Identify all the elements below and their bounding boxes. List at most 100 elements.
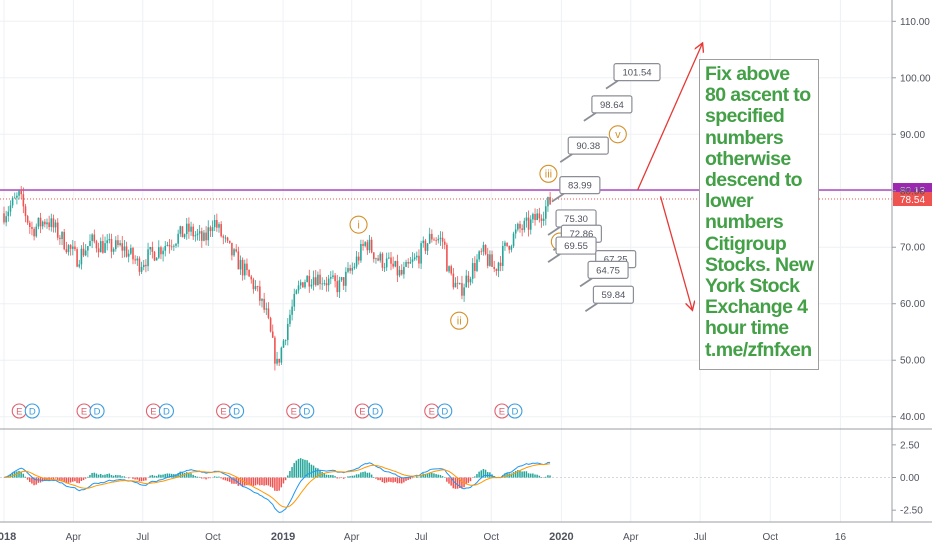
candle-body bbox=[124, 246, 126, 250]
osc-histogram-bar bbox=[285, 478, 287, 481]
candle-body bbox=[429, 234, 431, 243]
candle-body bbox=[207, 227, 209, 240]
osc-histogram-bar bbox=[164, 474, 166, 478]
candle-body bbox=[171, 246, 173, 247]
candle-body bbox=[72, 247, 74, 249]
time-tick-label: 2018 bbox=[0, 531, 16, 543]
callout-label: 69.55 bbox=[564, 241, 588, 252]
candle-body bbox=[130, 248, 132, 254]
osc-histogram-bar bbox=[139, 478, 141, 482]
candle-body bbox=[33, 229, 35, 236]
osc-histogram-bar bbox=[203, 478, 205, 479]
candle-body bbox=[119, 243, 121, 245]
osc-histogram-bar bbox=[433, 473, 435, 477]
candle-body bbox=[543, 219, 545, 221]
candle-body bbox=[68, 245, 70, 252]
candle-body bbox=[257, 286, 259, 287]
candle-body bbox=[253, 279, 255, 289]
osc-histogram-bar bbox=[201, 478, 203, 479]
osc-histogram-bar bbox=[53, 478, 55, 480]
candle-body bbox=[489, 254, 491, 265]
candle-body bbox=[332, 275, 334, 277]
osc-histogram-bar bbox=[410, 478, 412, 480]
osc-histogram-bar bbox=[347, 476, 349, 477]
price-tick-label: 50.00 bbox=[900, 356, 925, 367]
osc-histogram-bar bbox=[532, 473, 534, 477]
event-marker-label: E bbox=[81, 407, 87, 418]
candle-body bbox=[40, 218, 42, 227]
oscillator-pane bbox=[0, 458, 892, 512]
candle-body bbox=[175, 244, 177, 246]
osc-histogram-bar bbox=[470, 478, 472, 482]
candle-body bbox=[444, 242, 446, 245]
osc-histogram-bar bbox=[519, 471, 521, 478]
osc-histogram-bar bbox=[281, 478, 283, 488]
candle-body bbox=[70, 245, 72, 249]
candle-body bbox=[149, 247, 151, 249]
candle-body bbox=[362, 244, 364, 246]
event-marker-label: E bbox=[291, 407, 297, 418]
osc-histogram-bar bbox=[55, 478, 57, 479]
candle-body bbox=[145, 265, 147, 266]
candle-body bbox=[405, 262, 407, 267]
candle-body bbox=[524, 221, 526, 230]
osc-histogram-bar bbox=[210, 478, 212, 479]
candle-body bbox=[360, 244, 362, 261]
candle-body bbox=[8, 212, 10, 217]
candle-body bbox=[289, 315, 291, 324]
osc-histogram-bar bbox=[18, 471, 20, 478]
candle-body bbox=[414, 257, 416, 259]
callout-label: 98.64 bbox=[600, 100, 624, 111]
candle-body bbox=[218, 224, 220, 228]
osc-histogram-bar bbox=[214, 476, 216, 477]
price-tick-label: 90.00 bbox=[900, 130, 925, 141]
time-tick-label: Jul bbox=[415, 532, 428, 543]
osc-histogram-bar bbox=[91, 473, 93, 478]
candle-body bbox=[549, 197, 551, 204]
osc-histogram-bar bbox=[113, 476, 115, 478]
candle-body bbox=[309, 276, 311, 287]
osc-histogram-bar bbox=[121, 476, 123, 477]
osc-histogram-bar bbox=[407, 478, 409, 481]
event-marker-label: E bbox=[150, 407, 156, 418]
candle-body bbox=[156, 258, 158, 261]
osc-histogram-bar bbox=[399, 478, 401, 484]
candle-body bbox=[416, 256, 418, 258]
candle-body bbox=[313, 277, 315, 284]
candle-body bbox=[364, 242, 366, 246]
osc-histogram-bar bbox=[358, 474, 360, 477]
price-tick-label: 40.00 bbox=[900, 412, 925, 423]
candle-body bbox=[48, 222, 50, 227]
candle-body bbox=[539, 213, 541, 218]
osc-histogram-bar bbox=[367, 473, 369, 478]
candle-body bbox=[66, 249, 68, 252]
candle-body bbox=[521, 228, 523, 229]
candle-body bbox=[397, 261, 399, 275]
candle-body bbox=[87, 246, 89, 250]
candle-body bbox=[508, 246, 510, 250]
candle-body bbox=[158, 247, 160, 257]
osc-histogram-bar bbox=[35, 478, 37, 485]
candle-body bbox=[304, 282, 306, 287]
candle-body bbox=[352, 268, 354, 271]
osc-histogram-bar bbox=[534, 475, 536, 478]
osc-histogram-bar bbox=[23, 474, 25, 478]
candle-body bbox=[401, 270, 403, 274]
candle-body bbox=[386, 258, 388, 267]
candle-body bbox=[435, 240, 437, 241]
candle-body bbox=[343, 277, 345, 286]
candle-body bbox=[141, 267, 143, 272]
candle-body bbox=[517, 224, 519, 230]
osc-histogram-bar bbox=[195, 476, 197, 478]
osc-histogram-bar bbox=[293, 463, 295, 478]
osc-histogram-bar bbox=[453, 478, 455, 489]
candle-body bbox=[349, 268, 351, 271]
candle-body bbox=[321, 284, 323, 285]
candle-body bbox=[132, 248, 134, 259]
osc-histogram-bar bbox=[154, 476, 156, 478]
time-tick-label: Jul bbox=[136, 532, 149, 543]
osc-histogram-bar bbox=[78, 478, 80, 484]
osc-histogram-bar bbox=[442, 476, 444, 478]
candle-body bbox=[244, 264, 246, 276]
callout-pointer bbox=[552, 194, 564, 202]
